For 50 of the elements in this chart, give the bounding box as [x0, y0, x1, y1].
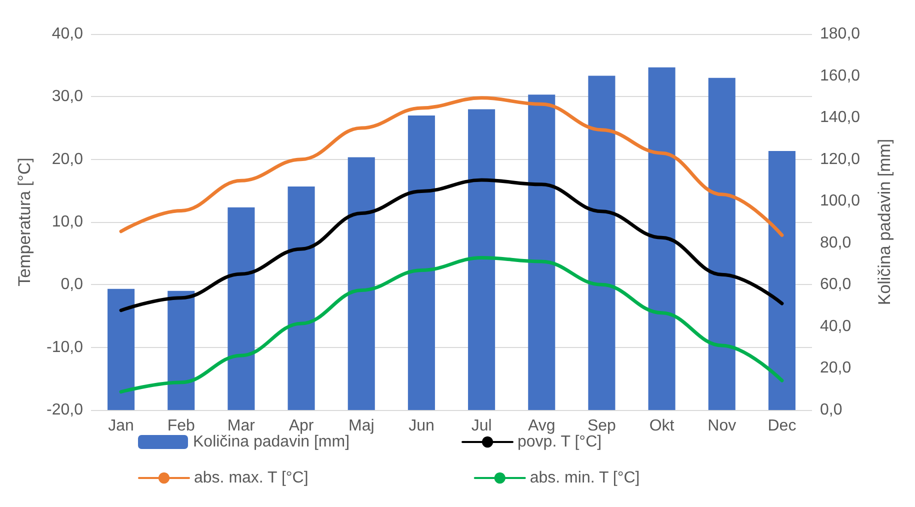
- y2-tick-label: 20,0: [820, 360, 852, 377]
- y-tick-label: 0,0: [60, 276, 84, 294]
- x-tick-label: Maj: [348, 418, 374, 434]
- x-tick-label: Dec: [768, 418, 796, 434]
- bar: [468, 109, 496, 410]
- x-tick-label: Jan: [108, 418, 134, 434]
- y2-axis-title: Količina padavin [mm]: [875, 138, 894, 306]
- y-tick-label: 30,0: [52, 88, 84, 106]
- y2-tick-label: 100,0: [820, 192, 860, 210]
- y2-tick-label: 140,0: [820, 109, 860, 126]
- bar: [228, 207, 255, 410]
- bar: [528, 94, 556, 410]
- x-tick-label: Feb: [167, 418, 196, 434]
- y2-tick-label: 160,0: [820, 67, 860, 84]
- x-tick-label: Avg: [528, 418, 556, 434]
- bar: [648, 67, 676, 410]
- bar: [108, 288, 135, 410]
- legend-label: abs. min. T [°C]: [530, 470, 640, 486]
- y2-tick-label: 40,0: [820, 318, 852, 335]
- legend-label: povp. T [°C]: [518, 434, 602, 450]
- y2-tick-label: 0,0: [820, 402, 842, 418]
- bar: [708, 78, 736, 410]
- y2-tick-label: 120,0: [820, 150, 860, 168]
- x-tick-label: Jun: [408, 418, 434, 434]
- bar: [768, 150, 796, 410]
- y-tick-label: -10,0: [46, 338, 84, 356]
- bar: [168, 290, 195, 410]
- y-tick-label: 20,0: [52, 150, 84, 168]
- y-tick-label: 40,0: [52, 26, 84, 42]
- x-tick-label: Sep: [587, 418, 616, 434]
- x-tick-label: Jul: [471, 418, 492, 434]
- bar: [288, 186, 315, 410]
- y2-tick-label: 180,0: [820, 26, 860, 42]
- y2-tick-label: 60,0: [820, 276, 852, 294]
- legend-label: Količina padavin [mm]: [193, 434, 350, 450]
- line-series: [119, 178, 784, 312]
- y-tick-label: -20,0: [46, 402, 84, 418]
- x-tick-label: Mar: [227, 418, 256, 434]
- bar: [348, 157, 375, 410]
- x-tick-label: Okt: [649, 418, 675, 434]
- bar: [588, 76, 616, 410]
- x-tick-label: Apr: [288, 418, 314, 434]
- line-series: [119, 96, 784, 237]
- y2-tick-label: 80,0: [820, 234, 852, 252]
- bar: [408, 115, 435, 410]
- y-axis-title: Temperatura [°C]: [15, 158, 34, 286]
- x-tick-label: Nov: [708, 418, 736, 434]
- y-tick-label: 10,0: [52, 214, 84, 230]
- legend-label: abs. max. T [°C]: [194, 470, 308, 486]
- line-series: [119, 256, 784, 394]
